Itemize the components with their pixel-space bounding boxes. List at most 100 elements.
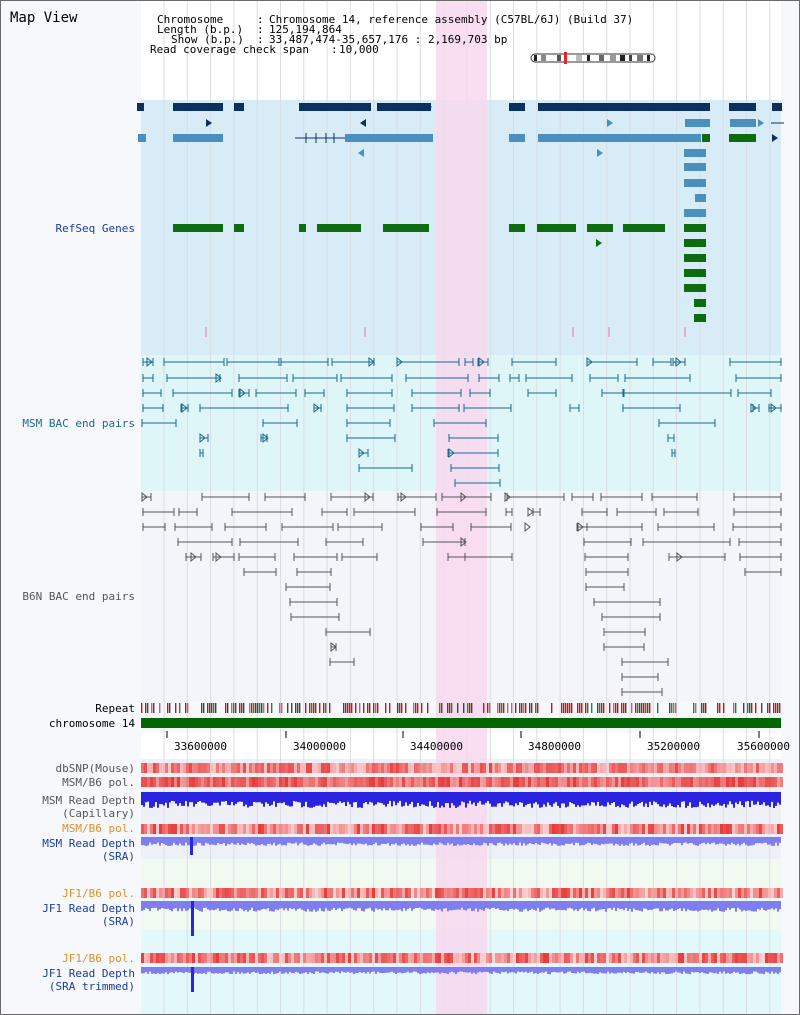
read-depth-bar bbox=[665, 967, 667, 975]
read-depth-bar bbox=[359, 901, 361, 909]
read-depth-bar bbox=[539, 901, 541, 912]
heatmap-cell bbox=[147, 953, 150, 963]
read-depth-bar bbox=[319, 901, 321, 909]
read-depth-bar bbox=[371, 792, 373, 803]
heatmap-cell bbox=[471, 824, 474, 834]
read-depth-bar bbox=[395, 792, 397, 806]
heatmap-cell bbox=[246, 824, 249, 834]
read-depth-bar bbox=[663, 792, 665, 805]
read-depth-bar bbox=[539, 792, 541, 808]
track-label-jf1-b6-pol: JF1/B6 pol. bbox=[62, 887, 135, 900]
repeat-element bbox=[319, 703, 321, 713]
heatmap-cell bbox=[234, 953, 237, 963]
read-depth-bar bbox=[573, 837, 575, 846]
heatmap-cell bbox=[531, 777, 534, 787]
read-depth-bar bbox=[167, 792, 169, 808]
heatmap-cell bbox=[672, 777, 675, 787]
heatmap-cell bbox=[477, 953, 480, 963]
read-depth-bar bbox=[475, 792, 477, 806]
read-depth-bar bbox=[553, 967, 555, 972]
heatmap-cell bbox=[339, 777, 342, 787]
read-depth-bar bbox=[681, 901, 683, 911]
read-depth-bar bbox=[291, 792, 293, 807]
read-depth-bar bbox=[381, 792, 383, 804]
read-depth-bar bbox=[449, 901, 451, 911]
read-depth-bar bbox=[659, 792, 661, 807]
read-depth-bar bbox=[593, 837, 595, 844]
read-depth-bar bbox=[289, 792, 291, 807]
bac-end-marker bbox=[146, 356, 153, 368]
read-depth-bar bbox=[613, 792, 615, 803]
read-depth-bar bbox=[173, 967, 175, 974]
read-depth-bar bbox=[261, 901, 263, 910]
repeat-element bbox=[669, 703, 671, 713]
track-label-b6n-bac[interactable]: B6N BAC end pairs bbox=[22, 590, 135, 603]
read-depth-bar bbox=[473, 967, 475, 973]
repeat-element bbox=[767, 703, 769, 713]
read-depth-bar bbox=[511, 792, 513, 806]
heatmap-cell bbox=[540, 763, 543, 773]
heatmap-cell bbox=[324, 777, 327, 787]
heatmap-cell bbox=[426, 953, 429, 963]
heatmap-cell bbox=[744, 824, 747, 834]
heatmap-cell bbox=[216, 824, 219, 834]
read-depth-bar bbox=[723, 837, 725, 845]
heatmap-cell bbox=[153, 824, 156, 834]
read-depth-bar bbox=[277, 792, 279, 803]
heatmap-cell bbox=[177, 763, 180, 773]
header-chromosome-value: Chromosome 14, reference assembly (C57BL… bbox=[269, 13, 634, 26]
read-depth-bar bbox=[621, 967, 623, 974]
read-depth-bar bbox=[549, 837, 551, 844]
read-depth-bar bbox=[505, 967, 507, 972]
track-label-msm-bac[interactable]: MSM BAC end pairs bbox=[22, 417, 135, 430]
heatmap-cell bbox=[156, 888, 159, 898]
repeat-element bbox=[315, 703, 317, 713]
axis-tick-label: 35600000 bbox=[737, 740, 790, 753]
read-depth-bar bbox=[383, 792, 385, 805]
strand-arrow bbox=[758, 119, 764, 127]
read-depth-bar bbox=[671, 901, 673, 909]
heatmap-cell bbox=[711, 763, 714, 773]
heatmap-cell bbox=[495, 777, 498, 787]
read-depth-bar bbox=[403, 792, 405, 806]
track-label-refseq-genes[interactable]: RefSeq Genes bbox=[55, 222, 135, 235]
heatmap-cell bbox=[249, 763, 252, 773]
repeat-element bbox=[761, 703, 763, 713]
heatmap-cell bbox=[213, 888, 216, 898]
heatmap-cell bbox=[693, 763, 696, 773]
read-depth-bar bbox=[227, 837, 229, 844]
heatmap-cell bbox=[651, 888, 654, 898]
heatmap-cell bbox=[477, 763, 480, 773]
read-depth-bar bbox=[209, 837, 211, 845]
read-depth-bar bbox=[727, 901, 729, 908]
read-depth-bar bbox=[647, 792, 649, 808]
heatmap-cell bbox=[144, 953, 147, 963]
read-depth-bar bbox=[747, 967, 749, 975]
heatmap-cell bbox=[516, 953, 519, 963]
heatmap-cell bbox=[330, 953, 333, 963]
heatmap-cell bbox=[660, 763, 663, 773]
read-depth-bar bbox=[559, 967, 561, 973]
read-depth-bar bbox=[231, 837, 233, 843]
read-depth-bar bbox=[607, 837, 609, 844]
read-depth-bar bbox=[283, 967, 285, 974]
read-depth-bar bbox=[223, 792, 225, 802]
read-depth-bar bbox=[359, 792, 361, 808]
heatmap-cell bbox=[357, 888, 360, 898]
heatmap-cell bbox=[144, 777, 147, 787]
heatmap-cell bbox=[201, 763, 204, 773]
heatmap-cell bbox=[357, 763, 360, 773]
read-depth-bar bbox=[175, 901, 177, 909]
heatmap-cell bbox=[189, 953, 192, 963]
read-depth-bar bbox=[509, 901, 511, 910]
read-depth-bar bbox=[685, 837, 687, 843]
read-depth-bar bbox=[687, 792, 689, 806]
read-depth-bar bbox=[161, 901, 163, 909]
gene-exon-block bbox=[684, 149, 706, 157]
read-depth-bar bbox=[427, 967, 429, 973]
heatmap-cell bbox=[285, 777, 288, 787]
read-depth-bar bbox=[387, 901, 389, 911]
read-depth-bar bbox=[193, 837, 195, 846]
read-depth-bar bbox=[627, 967, 629, 972]
heatmap-cell bbox=[303, 953, 306, 963]
